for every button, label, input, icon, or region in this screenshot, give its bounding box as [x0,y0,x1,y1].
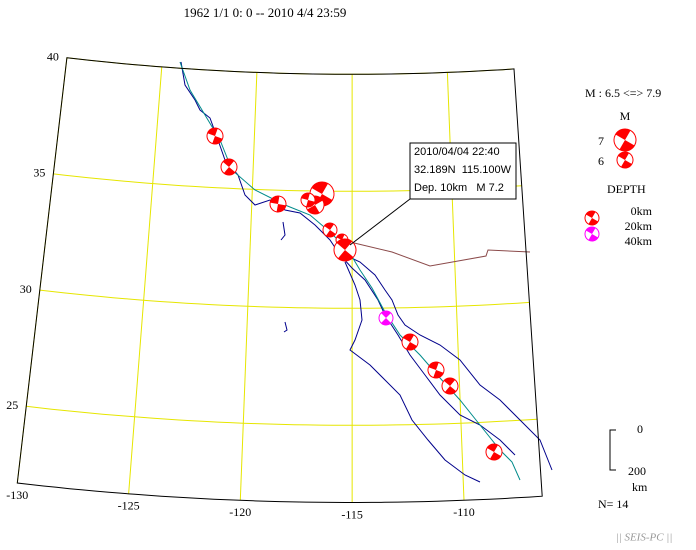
beachball-quadrant [222,159,235,167]
coastline [280,221,286,241]
lat-label: 35 [33,166,45,180]
lat-label: 40 [47,49,59,63]
beachball [220,158,238,176]
parallel-line [39,289,530,309]
info-location: 32.189N 115.100W [414,164,512,176]
magnitude-range: M : 6.5 <=> 7.9 [585,86,661,100]
beachball [584,210,600,226]
beachball-quadrant [403,334,414,342]
meridian-line [128,66,163,494]
lon-label: -120 [229,505,251,519]
depth-label: 0km [631,204,653,218]
coastline [344,254,553,471]
beachball-quadrant [443,378,456,386]
footer: || SEIS-PC || [616,532,673,544]
beachball-quadrant [207,128,218,136]
beachball [584,226,600,242]
beachball-quadrant [428,362,439,370]
scale-bar [609,429,616,471]
fault [179,61,521,481]
beachball-quadrant [619,140,635,151]
scale-bar-line [609,429,616,471]
title: 1962 1/1 0: 0 -- 2010 4/4 23:59 [184,5,347,20]
beachball-quadrant [588,234,599,241]
beachball-quadrant [337,250,354,261]
beachball-quadrant [301,193,310,200]
beachball [206,127,224,145]
beachball-quadrant [588,218,599,225]
coastline [283,321,288,333]
map-frame [16,57,543,503]
scale-unit: km [632,480,648,494]
beachball [441,377,459,395]
lat-label: 30 [20,282,32,296]
leader-line [349,198,411,246]
depth-label: 40km [625,234,653,248]
magnitude-label: 7 [598,134,604,148]
beachball-quadrant [270,196,280,204]
lon-label: -130 [6,488,28,502]
beachball-quadrant [381,318,391,325]
beachball-quadrant [381,311,391,318]
beachball-quadrant [276,204,286,212]
beachball-quadrant [615,129,631,140]
beachball-quadrant [621,160,632,168]
beachball-quadrant [490,452,501,460]
beachball-quadrant [325,230,336,237]
depth-title: DEPTH [607,182,646,196]
beachball-quadrant [306,200,315,207]
beachball-quadrant [585,227,596,234]
beachball [485,443,503,461]
beachball-quadrant [324,223,335,230]
info-box [409,142,517,200]
border [349,241,531,267]
beachball-quadrant [618,152,629,160]
lon-label: -125 [118,499,140,513]
beachball [269,195,287,213]
depth-label: 20km [625,219,653,233]
beachball [333,238,357,262]
beachball [378,310,394,326]
beachball-quadrant [336,239,353,250]
beachball [401,333,419,351]
beachball [427,361,445,379]
coastlines [179,61,553,483]
beachball-quadrant [336,234,345,240]
lon-label: -110 [453,505,475,519]
parallel-line [66,57,515,75]
beachball [616,151,634,169]
lon-label: -115 [341,507,363,521]
beachball-quadrant [223,167,236,175]
beachball-quadrant [406,342,417,350]
beachball-quadrant [433,370,444,378]
beachball-quadrant [311,182,328,194]
beachball [322,222,338,238]
event-count: N= 14 [598,497,628,511]
beachball-quadrant [307,205,320,214]
scale-label: 200 [628,464,646,478]
lat-label: 25 [6,398,18,412]
beachball [613,128,637,152]
meridian-line [446,72,465,501]
beachball-quadrant [487,444,498,452]
coastline [344,261,481,483]
beachball-quadrant [444,386,457,394]
magnitude-title: M [620,109,631,123]
beachball [300,192,316,208]
scale-label: 0 [637,422,643,436]
meridian-line [239,72,258,501]
beachball-quadrant [585,211,596,218]
magnitude-label: 6 [598,154,604,168]
parallel-line [26,405,538,426]
info-depth-mag: Dep. 10km M 7.2 [414,182,504,194]
info-time: 2010/04/04 22:40 [414,146,500,158]
beachball-quadrant [212,136,223,144]
